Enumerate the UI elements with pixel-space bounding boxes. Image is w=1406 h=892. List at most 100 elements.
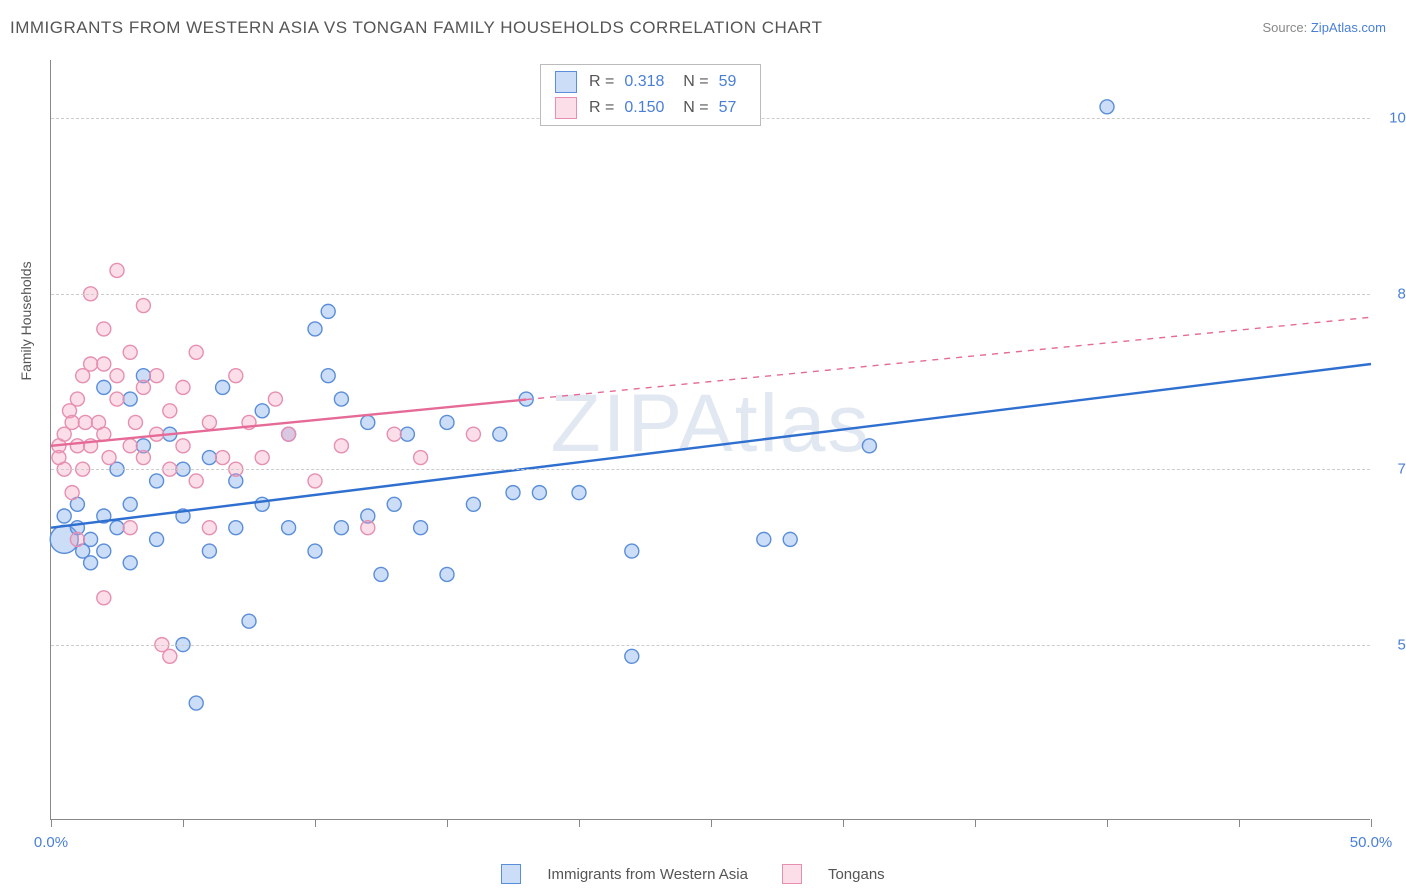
source-link[interactable]: ZipAtlas.com bbox=[1311, 20, 1386, 35]
legend-series-name: Immigrants from Western Asia bbox=[547, 866, 748, 883]
trend-line bbox=[51, 364, 1371, 528]
scatter-point bbox=[321, 304, 335, 318]
correlation-legend: R = 0.318 N = 59 R = 0.150 N = 57 bbox=[540, 64, 761, 126]
scatter-point bbox=[414, 451, 428, 465]
legend-n-label: N = bbox=[674, 73, 708, 91]
source-label: Source: ZipAtlas.com bbox=[1262, 20, 1386, 35]
x-tick-label: 50.0% bbox=[1350, 834, 1393, 851]
scatter-point bbox=[150, 474, 164, 488]
scatter-point bbox=[123, 556, 137, 570]
y-tick-label: 55.0% bbox=[1380, 636, 1406, 653]
scatter-point bbox=[202, 451, 216, 465]
scatter-point bbox=[466, 497, 480, 511]
scatter-point bbox=[400, 427, 414, 441]
x-tick bbox=[1239, 819, 1240, 827]
scatter-point bbox=[110, 392, 124, 406]
scatter-point bbox=[110, 521, 124, 535]
scatter-point bbox=[189, 345, 203, 359]
scatter-point bbox=[110, 369, 124, 383]
legend-r-value: 0.150 bbox=[624, 99, 664, 117]
scatter-point bbox=[123, 345, 137, 359]
scatter-point bbox=[387, 497, 401, 511]
scatter-point bbox=[150, 532, 164, 546]
gridline bbox=[51, 645, 1370, 646]
scatter-point bbox=[361, 415, 375, 429]
x-tick bbox=[447, 819, 448, 827]
scatter-point bbox=[123, 392, 137, 406]
plot-area: ZIPAtlas 55.0%70.0%85.0%100.0%0.0%50.0% bbox=[50, 60, 1370, 820]
scatter-point bbox=[123, 439, 137, 453]
scatter-point bbox=[84, 532, 98, 546]
scatter-point bbox=[202, 544, 216, 558]
scatter-point bbox=[202, 521, 216, 535]
gridline bbox=[51, 294, 1370, 295]
scatter-point bbox=[163, 649, 177, 663]
scatter-point bbox=[78, 415, 92, 429]
legend-n-value: 57 bbox=[719, 99, 737, 117]
scatter-point bbox=[334, 392, 348, 406]
y-tick-label: 100.0% bbox=[1380, 110, 1406, 127]
scatter-point bbox=[374, 567, 388, 581]
scatter-point bbox=[255, 451, 269, 465]
scatter-point bbox=[176, 439, 190, 453]
y-axis-label: Family Households bbox=[18, 261, 34, 380]
scatter-point bbox=[97, 544, 111, 558]
x-tick-label: 0.0% bbox=[34, 834, 68, 851]
scatter-point bbox=[532, 486, 546, 500]
scatter-point bbox=[84, 556, 98, 570]
x-tick bbox=[843, 819, 844, 827]
x-tick bbox=[315, 819, 316, 827]
scatter-point bbox=[216, 380, 230, 394]
scatter-point bbox=[572, 486, 586, 500]
scatter-point bbox=[229, 521, 243, 535]
x-tick bbox=[579, 819, 580, 827]
legend-swatch bbox=[555, 71, 577, 93]
scatter-point bbox=[308, 474, 322, 488]
x-tick bbox=[711, 819, 712, 827]
scatter-point bbox=[321, 369, 335, 383]
scatter-point bbox=[163, 404, 177, 418]
chart-title: IMMIGRANTS FROM WESTERN ASIA VS TONGAN F… bbox=[10, 18, 823, 38]
scatter-point bbox=[202, 415, 216, 429]
scatter-point bbox=[308, 322, 322, 336]
scatter-point bbox=[189, 474, 203, 488]
legend-row: R = 0.150 N = 57 bbox=[541, 95, 760, 121]
legend-n-value: 59 bbox=[719, 73, 737, 91]
scatter-point bbox=[123, 521, 137, 535]
x-tick bbox=[1371, 819, 1372, 827]
gridline bbox=[51, 469, 1370, 470]
x-tick bbox=[51, 819, 52, 827]
scatter-plot bbox=[51, 60, 1370, 819]
scatter-point bbox=[493, 427, 507, 441]
scatter-point bbox=[361, 521, 375, 535]
scatter-point bbox=[862, 439, 876, 453]
scatter-point bbox=[282, 427, 296, 441]
scatter-point bbox=[110, 263, 124, 277]
legend-r-value: 0.318 bbox=[624, 73, 664, 91]
scatter-point bbox=[136, 380, 150, 394]
y-tick-label: 85.0% bbox=[1380, 285, 1406, 302]
scatter-point bbox=[229, 369, 243, 383]
scatter-point bbox=[757, 532, 771, 546]
scatter-point bbox=[97, 591, 111, 605]
scatter-point bbox=[70, 532, 84, 546]
scatter-point bbox=[387, 427, 401, 441]
source-prefix: Source: bbox=[1262, 20, 1310, 35]
legend-r-label: R = bbox=[589, 99, 614, 117]
series-legend: Immigrants from Western AsiaTongans bbox=[0, 864, 1406, 884]
scatter-point bbox=[150, 369, 164, 383]
legend-swatch bbox=[555, 97, 577, 119]
scatter-point bbox=[189, 696, 203, 710]
scatter-point bbox=[57, 509, 71, 523]
scatter-point bbox=[414, 521, 428, 535]
scatter-point bbox=[65, 415, 79, 429]
scatter-point bbox=[136, 299, 150, 313]
trend-line-dashed bbox=[526, 317, 1371, 399]
scatter-point bbox=[84, 357, 98, 371]
scatter-point bbox=[1100, 100, 1114, 114]
scatter-point bbox=[128, 415, 142, 429]
scatter-point bbox=[625, 544, 639, 558]
x-tick bbox=[1107, 819, 1108, 827]
scatter-point bbox=[506, 486, 520, 500]
scatter-point bbox=[466, 427, 480, 441]
